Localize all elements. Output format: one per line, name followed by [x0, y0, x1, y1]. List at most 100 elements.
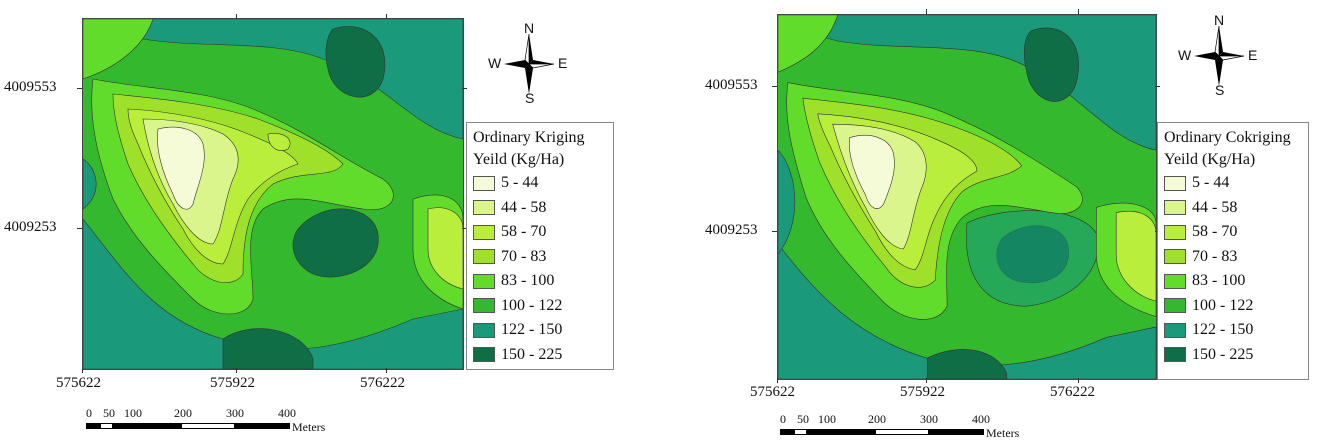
legend-item: 44 - 58 [1164, 196, 1304, 221]
legend-label: 100 - 122 [1192, 296, 1254, 314]
y-tick-mark [77, 88, 82, 89]
legend-item: 70 - 83 [1164, 245, 1304, 270]
legend-label: 44 - 58 [1192, 198, 1238, 216]
legend-item: 122 - 150 [1164, 318, 1304, 343]
x-tick-mark [1078, 378, 1079, 383]
legend-swatch [473, 175, 495, 191]
north-arrow: N S W E [1178, 12, 1257, 98]
x-tick-label: 575922 [210, 375, 255, 391]
scale-bar: 0 50 100 200 300 400 Meters [86, 406, 346, 440]
scale-segment [113, 423, 127, 429]
x-tick-mark [386, 14, 387, 19]
scale-segment [807, 429, 821, 435]
legend-item: 58 - 70 [473, 220, 609, 245]
legend-item: 150 - 225 [1164, 343, 1304, 368]
scale-segment [181, 423, 235, 429]
cokriging-map [777, 14, 1157, 380]
scale-segment [86, 423, 100, 429]
legend-label: 122 - 150 [1192, 321, 1254, 339]
kriging-panel: 4009553 4009253 575622 575922 576222 N S… [0, 0, 660, 442]
scale-segment [100, 423, 113, 429]
y-tick-mark [772, 231, 777, 232]
legend-label: 5 - 44 [1192, 174, 1230, 192]
x-tick-mark [236, 368, 237, 373]
legend-label: 58 - 70 [501, 223, 547, 241]
kriging-map [82, 18, 464, 370]
kriging-contour-surface [83, 19, 463, 369]
legend-swatch [1164, 175, 1186, 191]
legend-label: 150 - 225 [1192, 345, 1254, 363]
legend-swatch [473, 200, 495, 216]
y-tick-mark [462, 228, 467, 229]
y-tick-mark [772, 86, 777, 87]
scale-segment [127, 423, 181, 429]
cokriging-legend: Ordinary Cokriging Yeild (Kg/Ha) 5 - 44 4… [1157, 122, 1309, 380]
legend-swatch [473, 298, 495, 314]
scale-label: 400 [972, 412, 990, 426]
legend-label: 70 - 83 [1192, 247, 1238, 265]
legend-item: 44 - 58 [473, 196, 609, 221]
scale-unit: Meters [292, 420, 326, 434]
scale-segment [780, 429, 794, 435]
scale-segment [235, 423, 290, 429]
x-tick-label: 576222 [360, 375, 405, 391]
cokriging-contour-surface [778, 15, 1156, 379]
x-tick-mark [777, 378, 778, 383]
x-tick-label: 575622 [750, 384, 795, 400]
legend-swatch [1164, 298, 1186, 314]
scale-label: 300 [920, 412, 938, 426]
legend-item: 100 - 122 [473, 294, 609, 319]
legend-item: 83 - 100 [473, 269, 609, 294]
x-tick-label: 575922 [900, 384, 945, 400]
legend-title: Ordinary Kriging [473, 129, 585, 146]
x-tick-label: 576222 [1050, 384, 1095, 400]
legend-item: 122 - 150 [473, 318, 609, 343]
x-tick-mark [926, 9, 927, 14]
legend-swatch [1164, 347, 1186, 363]
legend-label: 5 - 44 [501, 174, 539, 192]
y-tick-label: 4009553 [4, 79, 57, 95]
scale-label: 300 [226, 406, 244, 420]
compass-s: S [525, 90, 535, 106]
legend-item: 58 - 70 [1164, 220, 1304, 245]
y-tick-mark [462, 88, 467, 89]
legend-item: 83 - 100 [1164, 269, 1304, 294]
legend-swatch [1164, 322, 1186, 338]
legend-label: 122 - 150 [501, 321, 563, 339]
legend-subtitle: Yeild (Kg/Ha) [473, 151, 565, 168]
cokriging-panel: 4009553 4009253 575622 575922 576222 N S… [660, 0, 1320, 442]
x-tick-mark [1078, 9, 1079, 14]
compass-w: W [1178, 47, 1192, 63]
legend-label: 70 - 83 [501, 247, 547, 265]
legend-title: Ordinary Cokriging [1164, 129, 1291, 146]
scale-label: 0 [86, 406, 92, 420]
legend-label: 150 - 225 [501, 345, 563, 363]
x-tick-label: 575622 [56, 375, 101, 391]
scale-bar: 0 50 100 200 300 400 Meters [780, 412, 1040, 446]
scale-label: 100 [124, 406, 142, 420]
compass-w: W [488, 55, 502, 71]
y-tick-label: 4009253 [705, 222, 758, 238]
scale-label: 200 [174, 406, 192, 420]
scale-label: 100 [818, 412, 836, 426]
legend-swatch [1164, 273, 1186, 289]
scale-label: 50 [797, 412, 809, 426]
scale-label: 200 [868, 412, 886, 426]
scale-segment [821, 429, 875, 435]
compass-n: N [524, 20, 535, 36]
x-tick-mark [926, 378, 927, 383]
legend-swatch [473, 322, 495, 338]
legend-label: 83 - 100 [1192, 272, 1246, 290]
y-tick-mark [77, 228, 82, 229]
legend-swatch [1164, 200, 1186, 216]
legend-item: 70 - 83 [473, 245, 609, 270]
x-tick-mark [236, 14, 237, 19]
y-tick-label: 4009253 [4, 219, 57, 235]
y-tick-mark [1155, 86, 1160, 87]
legend-item: 100 - 122 [1164, 294, 1304, 319]
x-tick-mark [386, 368, 387, 373]
legend-label: 44 - 58 [501, 198, 547, 216]
scale-segment [794, 429, 807, 435]
scale-label: 0 [780, 412, 786, 426]
legend-swatch [1164, 224, 1186, 240]
